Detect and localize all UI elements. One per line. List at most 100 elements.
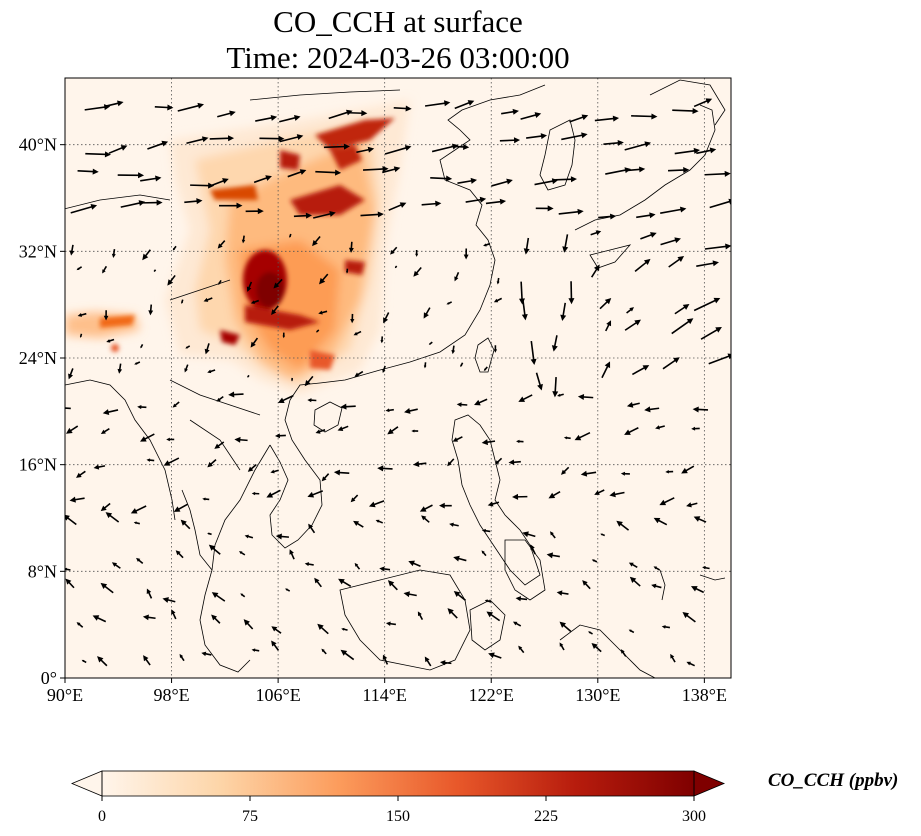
wind-arrow	[518, 281, 525, 305]
wind-arrow	[662, 357, 680, 370]
wind-arrow	[577, 393, 594, 400]
wind-arrow	[530, 340, 537, 366]
wind-arrow	[691, 426, 700, 431]
wind-arrow	[591, 642, 602, 653]
wind-arrow	[100, 427, 110, 434]
wind-arrow	[314, 577, 322, 588]
wind-arrow	[289, 549, 295, 560]
lat-tick-label: 40°N	[19, 135, 57, 155]
lon-tick-label: 138°E	[682, 685, 727, 705]
wind-arrow	[453, 555, 467, 562]
wind-arrow	[668, 256, 685, 268]
wind-arrow	[686, 502, 698, 508]
wind-arrow	[166, 437, 175, 442]
wind-arrow	[682, 612, 696, 623]
wind-arrow	[175, 550, 184, 559]
wind-arrow	[380, 336, 384, 344]
wind-arrow	[421, 515, 430, 523]
wind-arrow	[207, 532, 212, 536]
wind-arrow	[626, 402, 640, 408]
wind-arrow	[559, 642, 565, 651]
wind-arrow	[104, 100, 124, 108]
wind-arrow	[154, 104, 174, 111]
wind-arrow	[624, 427, 639, 435]
wind-arrow	[634, 258, 651, 273]
wind-arrow	[340, 403, 356, 410]
wind-arrow	[356, 146, 375, 154]
wind-arrow	[601, 361, 611, 379]
wind-arrow	[317, 623, 329, 635]
wind-arrow	[456, 402, 468, 407]
wind-arrow	[501, 108, 519, 115]
wind-arrow	[167, 274, 176, 286]
wind-arrow	[70, 204, 98, 214]
wind-arrow	[346, 268, 349, 274]
plot-title-time: Time: 2024-03-26 03:00:00	[226, 40, 570, 75]
wind-arrow	[100, 582, 114, 594]
wind-arrow	[354, 370, 364, 377]
wind-arrow	[69, 496, 85, 503]
map-frame	[64, 77, 732, 679]
wind-arrow	[348, 241, 354, 253]
colorbar-title: CO_CCH (ppbv)	[768, 770, 899, 791]
wind-arrow	[105, 512, 120, 523]
wind-arrow	[661, 625, 671, 629]
wind-arrow	[146, 588, 153, 599]
wind-arrow	[279, 134, 304, 143]
wind-arrow	[68, 368, 74, 380]
wind-arrow	[692, 406, 709, 413]
lon-tick-label: 122°E	[469, 685, 514, 705]
wind-arrow	[184, 364, 189, 373]
wind-arrow	[430, 175, 453, 182]
wind-arrow	[92, 615, 107, 623]
wind-arrow	[307, 398, 317, 403]
wind-arrow	[670, 653, 676, 663]
wind-arrow	[582, 580, 591, 590]
wind-arrow	[624, 319, 641, 331]
colorbar-gradient	[102, 771, 694, 796]
wind-arrow	[415, 249, 419, 257]
wind-arrow	[512, 493, 528, 500]
wind-arrow	[172, 245, 177, 251]
lat-tick-label: 16°N	[19, 455, 57, 475]
lat-tick-label: 8°N	[28, 561, 57, 581]
wind-arrow	[315, 329, 320, 333]
wind-arrow	[250, 337, 259, 348]
wind-arrow	[137, 404, 147, 410]
wind-arrow	[171, 609, 177, 620]
wind-arrow	[181, 299, 184, 304]
wind-arrow	[651, 583, 662, 589]
wind-arrow	[530, 544, 536, 555]
wind-arrow	[360, 211, 384, 218]
wind-arrow	[393, 105, 412, 112]
wind-arrow	[321, 648, 327, 655]
wind-arrow	[535, 372, 543, 391]
colorbar-tick-label: 225	[534, 808, 558, 825]
wind-arrow	[282, 332, 285, 339]
wind-arrow	[496, 277, 500, 285]
wind-arrow	[546, 552, 560, 559]
wind-arrow	[338, 578, 352, 588]
wind-arrow	[555, 176, 577, 183]
wind-arrow	[142, 249, 151, 261]
wind-arrow	[211, 614, 221, 624]
wind-arrow	[526, 133, 548, 140]
wind-arrow	[385, 621, 396, 626]
wind-arrow	[447, 458, 455, 467]
wind-arrow	[702, 566, 710, 570]
wind-arrow	[266, 489, 281, 498]
wind-arrow	[394, 265, 398, 269]
wind-arrow	[417, 611, 424, 620]
colorbar-tick-label: 150	[386, 808, 410, 825]
wind-arrow	[111, 562, 121, 569]
wind-arrow	[207, 459, 217, 468]
lon-tick-label: 98°E	[153, 685, 189, 705]
wind-arrow	[451, 143, 470, 150]
wind-arrow	[214, 441, 225, 449]
wind-arrow	[177, 102, 204, 112]
wind-arrow	[382, 654, 389, 665]
lon-tick-label: 106°E	[256, 685, 301, 705]
wind-arrow	[522, 531, 536, 538]
wind-arrow	[204, 343, 210, 355]
wind-arrow	[319, 273, 329, 285]
